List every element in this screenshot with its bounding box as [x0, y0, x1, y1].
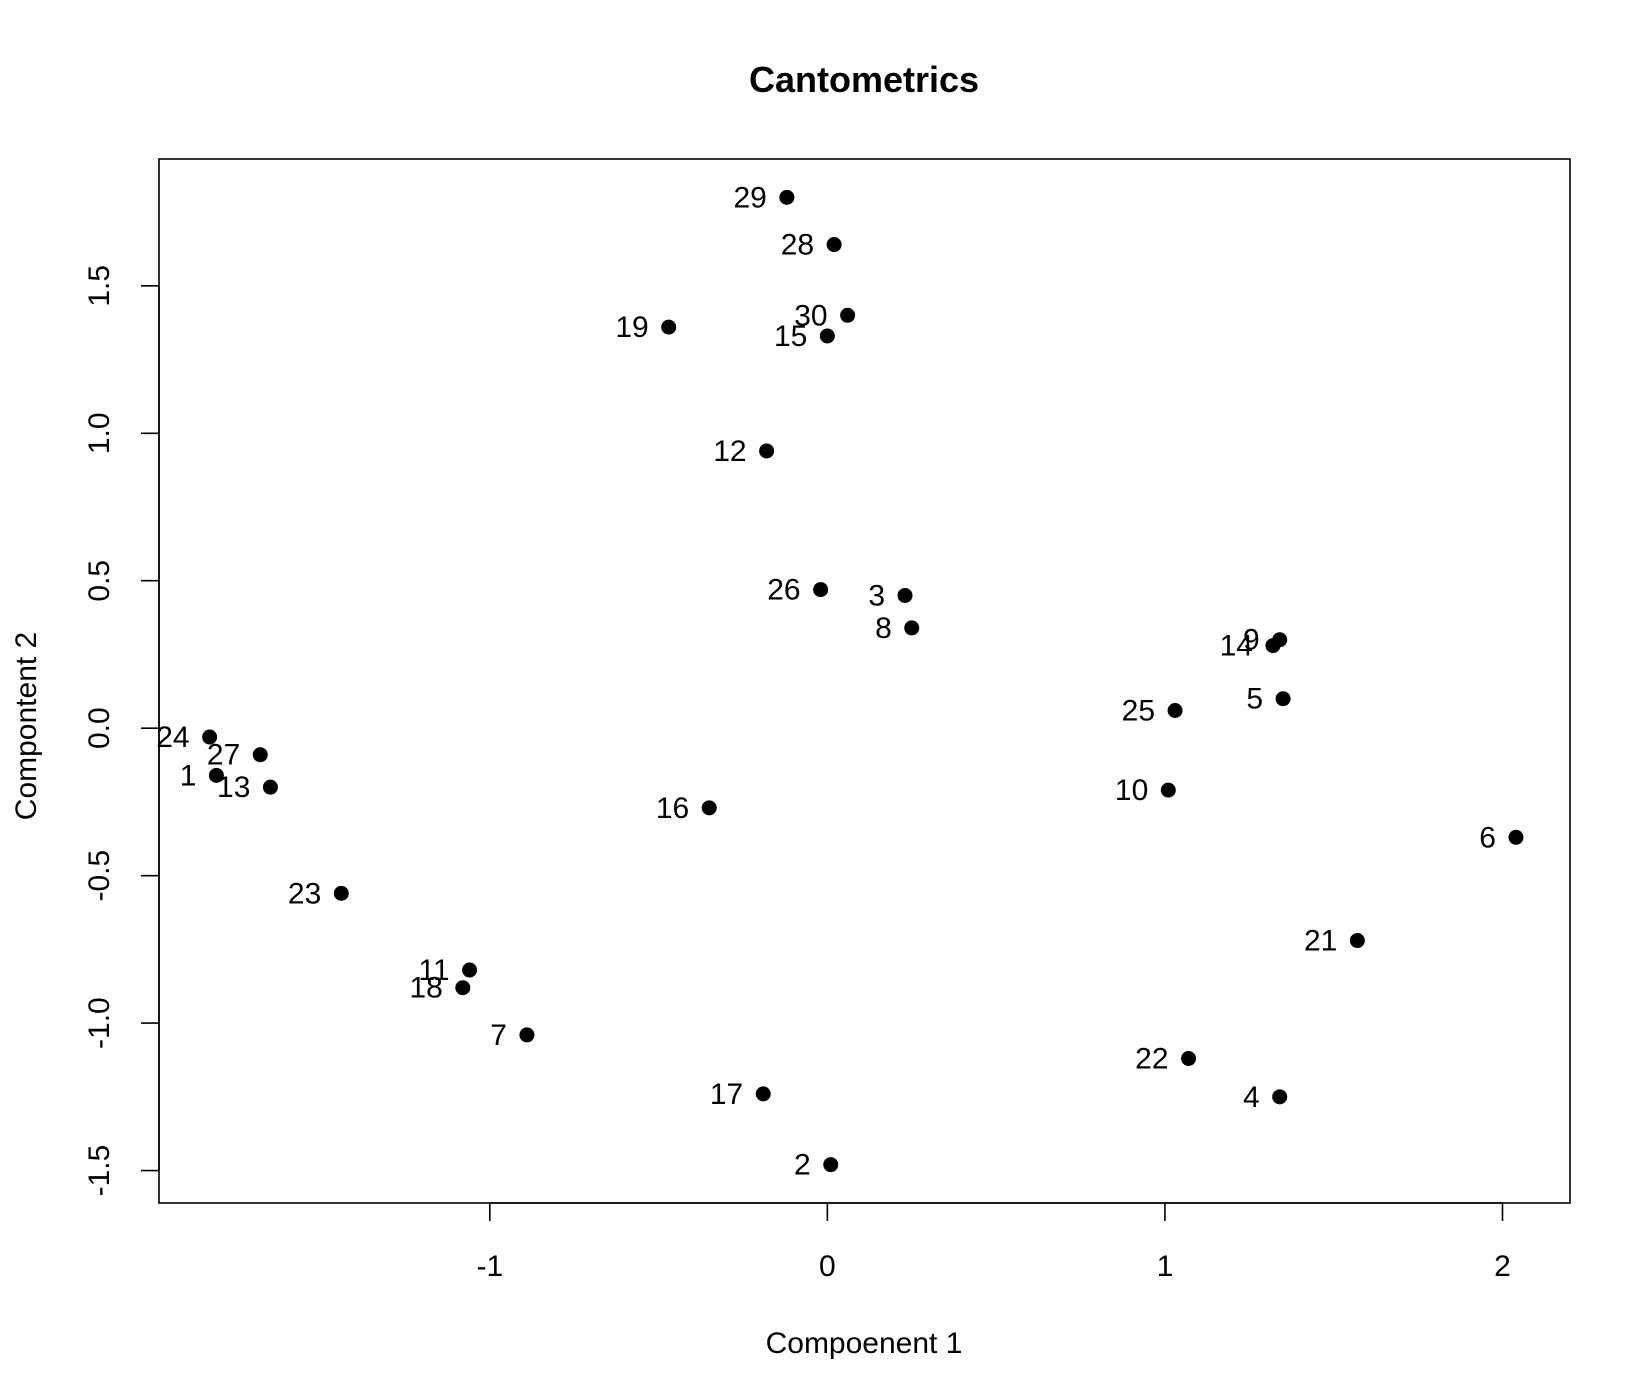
point-label: 6: [1479, 821, 1496, 854]
point-label: 7: [490, 1019, 507, 1052]
data-point: [1181, 1050, 1197, 1066]
data-point: [202, 729, 218, 745]
chart-title: Cantometrics: [749, 59, 979, 100]
data-point: [519, 1027, 535, 1043]
point-label: 2: [794, 1149, 811, 1182]
y-tick-label: 0.0: [83, 707, 116, 749]
y-tick-label: 1.5: [83, 265, 116, 307]
y-tick-label: -0.5: [83, 850, 116, 902]
point-label: 19: [615, 311, 648, 344]
x-tick-label: 1: [1157, 1250, 1174, 1283]
x-axis: -1 0 1 2: [476, 1202, 1511, 1283]
x-axis-label: Compoenent 1: [766, 1327, 963, 1360]
point-label: 4: [1243, 1081, 1260, 1114]
y-tick-label: -1.0: [83, 997, 116, 1049]
point-label: 28: [781, 229, 814, 262]
point-label: 26: [767, 574, 800, 607]
y-tick-label: -1.5: [83, 1145, 116, 1197]
data-point: [262, 779, 278, 795]
x-tick-label: -1: [476, 1250, 503, 1283]
data-point: [1272, 1089, 1288, 1105]
point-label: 8: [875, 612, 892, 645]
point-label: 30: [794, 299, 827, 332]
data-point: [252, 747, 268, 763]
y-tick-label: 1.0: [83, 412, 116, 454]
point-label: 17: [710, 1078, 743, 1111]
data-point: [455, 980, 471, 996]
data-point: [208, 767, 224, 783]
point-label: 23: [288, 877, 321, 910]
data-point: [333, 885, 349, 901]
point-label: 24: [156, 721, 189, 754]
data-point: [904, 620, 920, 636]
data-point: [779, 189, 795, 205]
point-label: 14: [1220, 630, 1253, 663]
data-point: [897, 587, 913, 603]
x-tick-label: 2: [1494, 1250, 1511, 1283]
data-point: [819, 328, 835, 344]
point-label: 5: [1246, 683, 1263, 716]
data-point: [462, 962, 478, 978]
y-axis: -1.5 -1.0 -0.5 0.0 0.5 1.0 1.5: [83, 265, 160, 1197]
data-point: [1265, 638, 1281, 654]
point-label: 11: [418, 954, 449, 987]
data-point: [755, 1086, 771, 1102]
point-label: 21: [1304, 925, 1337, 958]
point-label: 13: [217, 771, 250, 804]
data-point: [1349, 933, 1365, 949]
point-label: 9: [1243, 624, 1260, 657]
point-label: 16: [656, 792, 689, 825]
point-label: 29: [733, 181, 766, 214]
data-point: [1160, 782, 1176, 798]
data-point: [661, 319, 677, 335]
plot-frame: [158, 158, 1571, 1204]
point-label: 18: [409, 972, 442, 1005]
point-label: 10: [1115, 774, 1148, 807]
data-point: [823, 1157, 839, 1173]
point-label: 12: [713, 435, 746, 468]
data-point: [826, 237, 842, 253]
y-axis-label: Compontent 2: [10, 632, 43, 820]
data-point: [1508, 829, 1524, 845]
point-label: 25: [1122, 694, 1155, 727]
data-point: [1275, 691, 1291, 707]
x-tick-label: 0: [819, 1250, 836, 1283]
data-point: [701, 800, 717, 816]
point-label: 27: [207, 739, 240, 772]
point-label: 1: [180, 759, 197, 792]
y-tick-label: 0.5: [83, 560, 116, 602]
data-point: [813, 582, 829, 598]
point-label: 3: [868, 579, 885, 612]
point-label: 22: [1135, 1042, 1168, 1075]
data-point: [759, 443, 775, 459]
data-point: [1167, 702, 1183, 718]
point-label: 15: [774, 320, 807, 353]
data-point: [840, 307, 856, 323]
